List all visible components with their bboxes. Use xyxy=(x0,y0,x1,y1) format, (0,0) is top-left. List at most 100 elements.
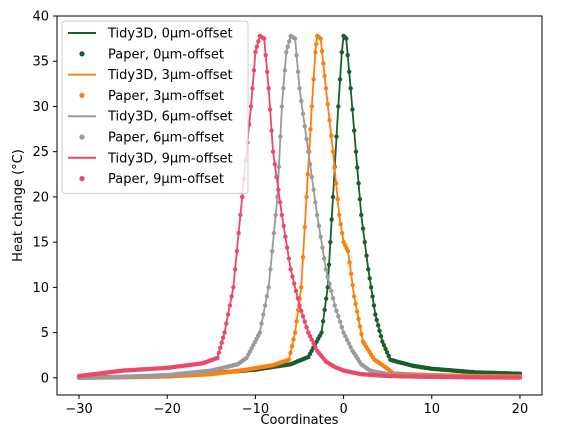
data-point xyxy=(269,248,275,254)
data-point xyxy=(290,274,295,279)
data-point xyxy=(292,330,298,335)
y-tick-label: 40 xyxy=(32,10,49,25)
data-point xyxy=(334,134,339,139)
data-point xyxy=(384,350,390,355)
data-point xyxy=(326,262,332,267)
data-point xyxy=(264,294,270,299)
y-tick-label: 15 xyxy=(32,236,49,251)
data-point xyxy=(367,276,372,281)
y-tick-label: 5 xyxy=(41,326,49,341)
data-point xyxy=(309,104,315,109)
data-point xyxy=(229,294,234,299)
data-point xyxy=(332,303,337,308)
data-point xyxy=(334,308,339,314)
data-point xyxy=(366,267,371,272)
legend-label: Tidy3D, 0µm-offset xyxy=(107,27,233,42)
data-point xyxy=(321,256,327,261)
data-point xyxy=(291,337,296,342)
data-point xyxy=(266,86,271,91)
data-point xyxy=(364,253,369,258)
legend-item: Paper, 3µm-offset xyxy=(79,89,224,104)
data-point xyxy=(313,49,318,55)
data-point xyxy=(386,353,391,359)
legend-label: Tidy3D, 3µm-offset xyxy=(107,68,233,83)
data-point xyxy=(350,282,355,288)
data-point xyxy=(287,39,292,44)
legend-item: Tidy3D, 0µm-offset xyxy=(68,27,233,42)
data-point xyxy=(374,317,379,323)
data-point xyxy=(306,149,311,154)
legend-label: Tidy3D, 6µm-offset xyxy=(107,110,233,125)
data-point xyxy=(271,230,277,236)
x-tick-label: −10 xyxy=(242,402,269,417)
plot-frame xyxy=(56,15,543,396)
data-point xyxy=(353,301,358,307)
data-point xyxy=(323,86,329,91)
data-point xyxy=(224,321,229,326)
data-point xyxy=(307,334,313,339)
y-tick-label: 25 xyxy=(32,145,49,160)
legend-label: Paper, 6µm-offset xyxy=(108,131,224,146)
data-point xyxy=(262,36,267,41)
data-point xyxy=(284,49,289,55)
data-point xyxy=(309,174,315,180)
data-point xyxy=(355,165,360,170)
y-tick-label: 10 xyxy=(32,281,49,296)
data-point xyxy=(281,223,286,229)
y-tick-label: 0 xyxy=(41,371,49,386)
series-layer xyxy=(76,33,523,381)
data-point xyxy=(347,260,352,265)
data-point xyxy=(311,187,316,192)
data-point xyxy=(323,296,329,301)
data-point xyxy=(295,69,301,74)
data-point xyxy=(293,288,299,294)
data-point xyxy=(294,53,299,58)
data-point xyxy=(330,194,336,200)
data-point xyxy=(239,194,245,200)
data-point xyxy=(338,221,343,227)
data-point xyxy=(517,375,523,380)
data-point xyxy=(357,196,363,202)
data-point xyxy=(232,267,238,272)
data-point xyxy=(215,355,220,361)
data-point xyxy=(353,149,359,154)
data-point xyxy=(330,296,336,301)
data-point xyxy=(371,303,377,308)
data-point xyxy=(345,248,351,254)
data-point xyxy=(276,187,281,192)
data-point xyxy=(304,324,309,330)
data-point xyxy=(337,319,343,324)
data-point xyxy=(292,36,298,41)
data-point xyxy=(350,107,355,112)
legend-dot-swatch xyxy=(79,51,85,57)
data-point xyxy=(380,339,385,344)
x-tick-label: 0 xyxy=(339,402,347,417)
data-point xyxy=(362,239,367,245)
data-point xyxy=(279,104,285,109)
legend-item: Paper, 6µm-offset xyxy=(79,131,224,146)
x-axis-label: Coordinates xyxy=(260,413,338,428)
data-point xyxy=(330,149,336,154)
data-point xyxy=(238,212,243,218)
data-point xyxy=(325,285,330,290)
data-point xyxy=(299,308,304,314)
data-point xyxy=(302,124,307,129)
x-tick-label: −20 xyxy=(154,402,181,417)
data-point xyxy=(321,61,326,66)
legend-item: Tidy3D, 3µm-offset xyxy=(68,68,233,83)
legend: Tidy3D, 0µm-offset Paper, 0µm-offset Tidy3… xyxy=(61,20,249,194)
data-point xyxy=(333,181,339,186)
data-point xyxy=(348,86,353,91)
data-point xyxy=(314,212,320,218)
data-point xyxy=(276,164,282,169)
data-point xyxy=(328,239,333,245)
data-point xyxy=(360,226,366,231)
data-point xyxy=(319,330,324,335)
data-point xyxy=(346,341,352,346)
data-point xyxy=(337,77,343,82)
data-point xyxy=(284,245,290,250)
y-tick-label: 30 xyxy=(32,100,49,115)
data-point xyxy=(269,128,274,133)
data-point xyxy=(316,223,322,229)
data-point xyxy=(336,212,342,218)
